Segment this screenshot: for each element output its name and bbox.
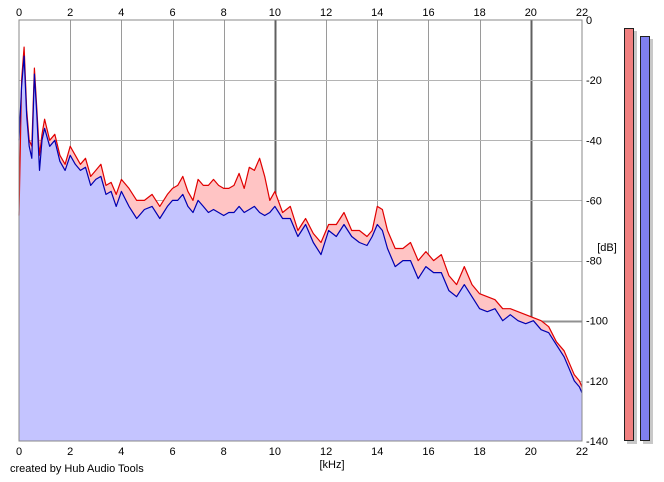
series-2-fill xyxy=(19,56,582,441)
x-tick-label-bottom: 10 xyxy=(269,446,281,458)
meter-right xyxy=(640,36,650,441)
y-tick-label: -20 xyxy=(586,75,602,87)
x-tick-label-bottom: 20 xyxy=(525,446,537,458)
y-tick-labels: 0 -20 -40 -60 -80 -100 -120 -140 xyxy=(586,15,608,448)
series-1-line xyxy=(18,46,583,388)
credit-text: created by Hub Audio Tools xyxy=(10,463,144,475)
y-axis-label: [dB] xyxy=(597,242,617,254)
x-tick-label-bottom: 4 xyxy=(118,446,124,458)
x-tick-label-top: 10 xyxy=(269,7,281,19)
x-tick-label-top: 12 xyxy=(320,7,332,19)
x-tick-label-bottom: 22 xyxy=(576,446,588,458)
x-tick-label-top: 14 xyxy=(371,7,383,19)
x-axis-label: [kHz] xyxy=(319,459,344,471)
meter-left xyxy=(624,28,634,441)
x-tick-label-top: 22 xyxy=(576,7,588,19)
x-tick-label-top: 16 xyxy=(422,7,434,19)
x-tick-label-bottom: 6 xyxy=(169,446,175,458)
x-tick-label-top: 0 xyxy=(16,7,22,19)
x-tick-label-top: 2 xyxy=(67,7,73,19)
y-tick-label: -80 xyxy=(586,256,602,268)
x-tick-label-bottom: 12 xyxy=(320,446,332,458)
x-tick-label-top: 20 xyxy=(525,7,537,19)
x-tick-label-top: 6 xyxy=(169,7,175,19)
x-tick-label-bottom: 16 xyxy=(422,446,434,458)
y-tick-label: -100 xyxy=(586,316,608,328)
y-tick-label: -140 xyxy=(586,436,608,448)
x-tick-label-bottom: 2 xyxy=(67,446,73,458)
x-tick-label-top: 18 xyxy=(474,7,486,19)
x-tick-label-bottom: 0 xyxy=(16,446,22,458)
plot-frame xyxy=(18,19,583,442)
y-tick-label: -40 xyxy=(586,135,602,147)
x-tick-label-top: 8 xyxy=(221,7,227,19)
x-tick-label-bottom: 8 xyxy=(221,446,227,458)
level-meters xyxy=(624,28,653,444)
series-layer xyxy=(18,46,583,441)
y-tick-label: 0 xyxy=(586,15,592,27)
y-tick-label: -120 xyxy=(586,376,608,388)
x-tick-label-bottom: 18 xyxy=(474,446,486,458)
plot-area xyxy=(18,19,583,442)
series-2-line xyxy=(18,55,583,394)
x-tick-label-top: 4 xyxy=(118,7,124,19)
bottom-x-tick-labels: 0 2 4 6 8 10 12 14 16 18 20 22 xyxy=(16,446,588,458)
y-tick-label: -60 xyxy=(586,195,602,207)
top-x-tick-labels: 0 2 4 6 8 10 12 14 16 18 20 22 xyxy=(16,7,588,19)
x-tick-label-bottom: 14 xyxy=(371,446,383,458)
